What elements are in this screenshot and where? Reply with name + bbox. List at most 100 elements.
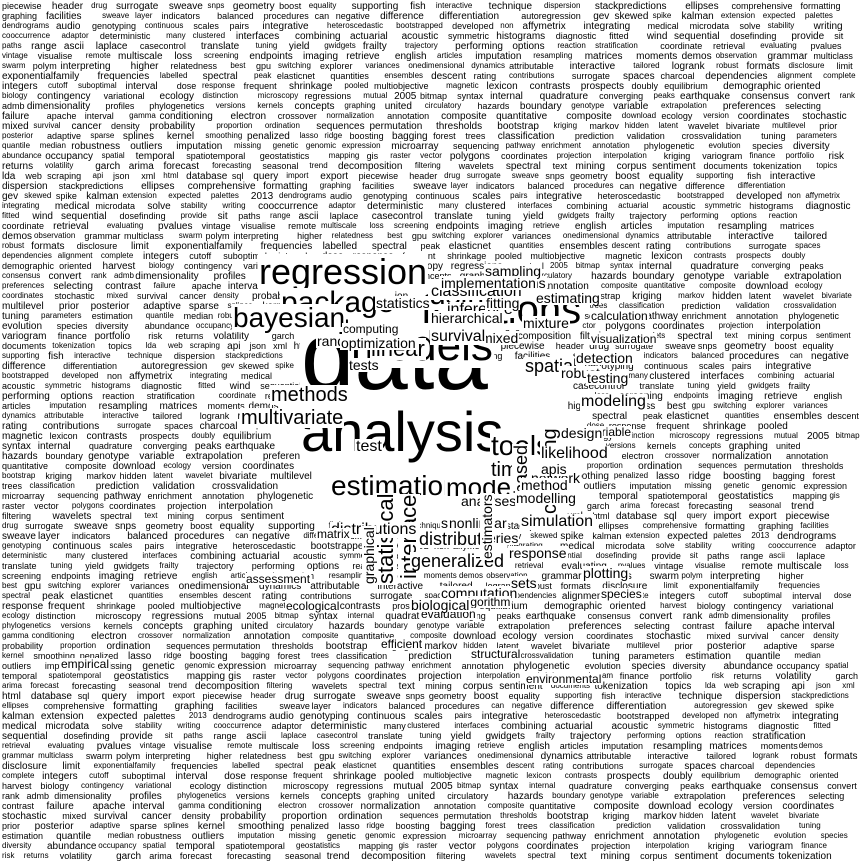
cloud-word: web <box>25 171 42 181</box>
cloud-word: cooccurrence <box>2 31 51 40</box>
cloud-word: graphing <box>368 791 400 800</box>
cloud-word: trajectory <box>404 41 438 50</box>
cloud-word: electron <box>621 451 654 461</box>
featured-word: modelling <box>515 490 577 506</box>
cloud-word: download <box>648 801 692 812</box>
cloud-word: evaluating <box>106 221 144 230</box>
cloud-word: genomic <box>365 831 396 840</box>
cloud-word: selecting <box>785 101 821 111</box>
cloud-word: switching <box>278 61 311 70</box>
cloud-word: prediction <box>574 131 614 141</box>
cloud-word: best <box>297 751 313 760</box>
cloud-word: balanced <box>527 181 565 191</box>
cloud-word: quadrature <box>88 441 133 451</box>
cloud-word: elasticnet <box>666 411 709 422</box>
cloud-word: skewed <box>614 11 649 22</box>
cloud-word: exponentialfamily <box>2 71 80 82</box>
cloud-word: trees <box>465 131 486 141</box>
cloud-word: dynamics <box>625 231 660 240</box>
featured-word: species <box>600 587 643 601</box>
cloud-word: oriented <box>809 771 839 780</box>
cloud-word: abundance <box>144 321 190 331</box>
cloud-word: integrating <box>583 21 631 32</box>
cloud-word: observation <box>486 571 528 580</box>
cloud-word: biology <box>696 601 726 611</box>
cloud-word: scraping <box>742 681 780 692</box>
cloud-word: tuning <box>761 131 786 141</box>
cloud-word: facilities <box>225 701 258 711</box>
featured-word: apis <box>540 461 568 477</box>
cloud-word: multiobjective <box>180 601 242 612</box>
cloud-word: contrast <box>105 281 141 292</box>
cloud-word: boost <box>473 691 499 702</box>
cloud-word: solve <box>101 721 123 731</box>
cloud-word: regressions <box>151 611 204 622</box>
cloud-word: interactive <box>102 411 139 420</box>
cloud-word: extension <box>625 531 660 540</box>
cloud-word: crossover <box>318 801 354 810</box>
cloud-word: combining <box>294 31 341 42</box>
cloud-word: logrank <box>199 411 230 421</box>
cloud-word: attributable <box>666 231 712 241</box>
cloud-word: moments <box>207 401 245 411</box>
cloud-word: non <box>723 711 738 720</box>
cloud-word: ellipses <box>598 521 629 531</box>
cloud-word: layer <box>37 531 60 542</box>
cloud-word: endpoints <box>673 391 709 400</box>
cloud-word: pairs <box>731 361 752 371</box>
cloud-word: validation <box>667 821 706 831</box>
cloud-word: remote <box>85 51 111 60</box>
cloud-word: documents <box>2 341 47 351</box>
cloud-word: documents <box>550 681 591 690</box>
cloud-word: contributions <box>508 71 555 80</box>
cloud-word: finance <box>749 151 776 160</box>
cloud-word: interfaces <box>700 371 744 382</box>
cloud-word: audio <box>56 21 81 32</box>
cloud-word: internal <box>37 441 71 452</box>
cloud-word: robustness <box>137 831 182 841</box>
cloud-word: markov <box>643 811 677 822</box>
cloud-word: alignment <box>561 591 606 602</box>
cloud-word: download <box>745 281 789 292</box>
cloud-word: projection <box>418 671 462 682</box>
cloud-word: dimensionality <box>731 611 789 621</box>
cloud-word: spectral <box>275 761 304 770</box>
cloud-word: surrogate <box>748 241 787 251</box>
cloud-word: magnetic <box>446 81 479 90</box>
cloud-word: pvalues <box>158 221 193 232</box>
cloud-word: quantities <box>724 411 760 420</box>
cloud-word: clustered <box>649 371 690 382</box>
cloud-word: markov <box>678 291 705 300</box>
cloud-word: diversity <box>672 661 706 671</box>
cloud-word: indicators <box>71 531 111 541</box>
cloud-word: casecontrol <box>371 211 423 222</box>
cloud-word: posterior <box>34 821 74 832</box>
cloud-word: spaces <box>424 591 450 600</box>
cloud-word: corpus <box>616 161 647 172</box>
cloud-word: provide <box>651 551 681 561</box>
cloud-word: cutoff <box>48 81 68 90</box>
cloud-word: distinction <box>226 781 267 791</box>
cloud-word: garch <box>586 501 610 511</box>
cloud-word: cancer <box>179 291 207 301</box>
cloud-word: polym <box>205 231 230 241</box>
cloud-word: solve <box>655 541 675 550</box>
cloud-word: variational <box>103 91 145 101</box>
cloud-word: sentiment <box>652 161 696 172</box>
cloud-word: topics <box>816 161 838 170</box>
cloud-word: crossvalidation <box>681 131 742 141</box>
cloud-word: screening <box>340 741 375 750</box>
cloud-word: regressions <box>336 781 383 791</box>
cloud-word: enrichment <box>681 311 727 321</box>
cloud-word: sweave <box>279 701 310 711</box>
cloud-word: actuarial <box>554 721 593 732</box>
cloud-word: affymetrix <box>522 21 566 32</box>
cloud-word: estimation <box>685 651 731 662</box>
cloud-word: adaptive <box>763 641 798 651</box>
cloud-word: geometry <box>145 521 184 531</box>
cloud-word: continuous <box>415 191 460 201</box>
cloud-word: moments <box>423 571 457 580</box>
cloud-word: integers <box>2 81 38 92</box>
cloud-word: medical <box>647 21 679 31</box>
cloud-word: writing <box>177 721 201 730</box>
